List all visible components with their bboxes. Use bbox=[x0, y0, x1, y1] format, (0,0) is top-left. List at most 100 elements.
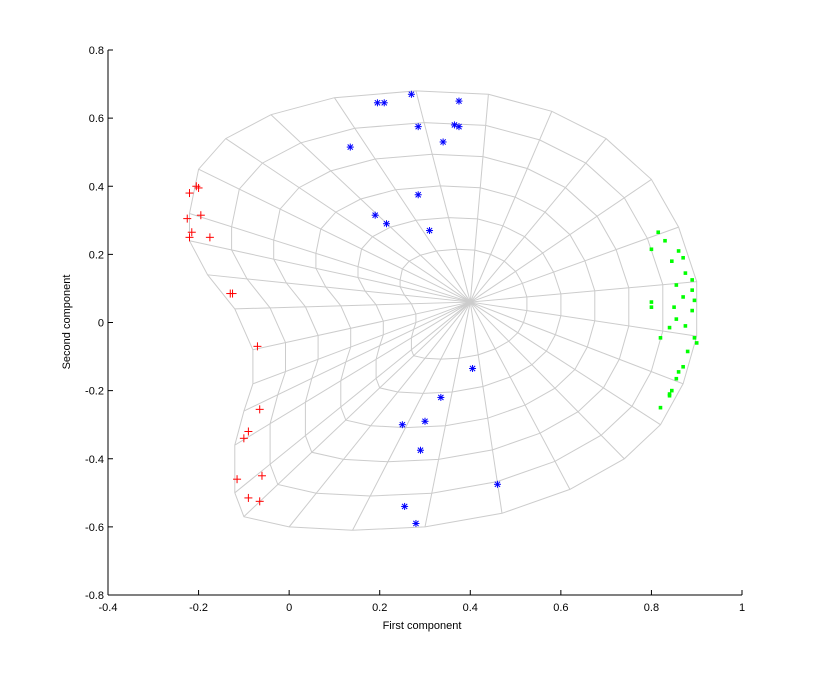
mesh-meridian bbox=[469, 301, 571, 490]
data-point bbox=[233, 475, 242, 484]
x-tick-label: 0.2 bbox=[372, 602, 387, 614]
data-point bbox=[658, 405, 663, 410]
data-point bbox=[244, 427, 253, 436]
data-point bbox=[676, 370, 681, 374]
data-point bbox=[239, 434, 248, 443]
mesh-meridian bbox=[270, 114, 471, 303]
mesh-meridian bbox=[470, 226, 679, 303]
data-point bbox=[690, 308, 694, 313]
data-point bbox=[667, 325, 672, 330]
mesh-meridian bbox=[252, 301, 471, 385]
x-tick-label: 0.4 bbox=[463, 602, 478, 614]
data-point bbox=[185, 189, 194, 198]
y-tick-label: 0 bbox=[98, 318, 104, 330]
mesh-meridian bbox=[469, 94, 489, 303]
data-point bbox=[205, 233, 214, 242]
data-point bbox=[255, 497, 264, 506]
y-tick-label: 0.4 bbox=[89, 181, 104, 193]
data-point bbox=[681, 364, 685, 369]
data-point bbox=[183, 214, 192, 223]
mesh-meridian bbox=[470, 179, 652, 303]
data-point bbox=[674, 283, 679, 287]
data-point bbox=[426, 227, 434, 235]
data-point bbox=[455, 123, 463, 131]
y-tick-label: -0.8 bbox=[85, 590, 104, 602]
mesh-meridian bbox=[225, 138, 471, 303]
mesh-contour bbox=[357, 217, 562, 394]
data-point bbox=[685, 349, 690, 354]
data-point bbox=[371, 211, 379, 219]
data-point bbox=[414, 123, 422, 131]
data-point bbox=[670, 259, 674, 263]
y-tick-label: 0.2 bbox=[89, 249, 104, 261]
mesh-meridian bbox=[198, 168, 471, 303]
data-point bbox=[194, 183, 203, 192]
data-point bbox=[421, 417, 429, 425]
y-tick-label: -0.4 bbox=[85, 454, 104, 466]
data-point bbox=[690, 278, 694, 282]
data-point bbox=[416, 446, 424, 454]
data-point bbox=[437, 393, 445, 401]
mesh-meridian bbox=[470, 281, 697, 303]
x-tick-label: 0 bbox=[286, 602, 292, 614]
mesh-meridian bbox=[469, 301, 503, 514]
mesh-contour bbox=[231, 122, 664, 497]
data-point bbox=[683, 324, 688, 328]
data-point bbox=[681, 255, 685, 260]
mesh-meridian bbox=[234, 301, 471, 310]
mesh-meridian bbox=[252, 301, 471, 351]
data-point bbox=[398, 421, 406, 429]
data-point bbox=[692, 336, 697, 340]
data-point bbox=[469, 364, 477, 372]
data-point bbox=[412, 519, 420, 527]
data-point bbox=[674, 317, 679, 321]
y-tick-label: -0.6 bbox=[85, 522, 104, 534]
mesh-meridian bbox=[470, 301, 697, 337]
mesh-meridian bbox=[189, 213, 471, 303]
data-point bbox=[667, 393, 672, 398]
axes: -0.4 -0.2 0 0.2 0.4 0.6 0.8 1 -0.8 -0.6 -0.4 -0.2 0 0… bbox=[85, 45, 745, 614]
data-point bbox=[683, 271, 688, 275]
data-point bbox=[674, 376, 679, 381]
data-point bbox=[692, 298, 697, 303]
surface-mesh bbox=[189, 90, 698, 531]
data-point bbox=[373, 99, 381, 107]
data-point bbox=[185, 233, 194, 242]
data-point bbox=[694, 341, 699, 345]
x-tick-label: 1 bbox=[739, 602, 745, 614]
data-point bbox=[255, 405, 264, 414]
data-point bbox=[672, 305, 676, 309]
data-point bbox=[196, 211, 205, 220]
data-point bbox=[401, 502, 409, 510]
data-point bbox=[690, 288, 694, 292]
mesh-meridian bbox=[243, 301, 471, 412]
x-tick-label: -0.4 bbox=[99, 602, 118, 614]
data-point bbox=[681, 295, 685, 299]
data-point bbox=[346, 143, 354, 151]
data-point bbox=[656, 230, 661, 235]
mesh-meridian bbox=[234, 301, 471, 494]
data-point bbox=[257, 471, 266, 480]
mesh-contour bbox=[273, 153, 630, 463]
y-tick-label: 0.6 bbox=[89, 113, 104, 125]
data-markers bbox=[183, 90, 699, 527]
data-point bbox=[187, 228, 196, 237]
data-point bbox=[407, 90, 415, 98]
mesh-meridian bbox=[469, 301, 625, 460]
data-point bbox=[649, 305, 654, 309]
mesh-contour bbox=[189, 90, 698, 531]
data-point bbox=[439, 138, 447, 146]
data-point bbox=[253, 342, 262, 351]
data-point bbox=[676, 249, 681, 253]
mesh-meridian bbox=[334, 97, 471, 303]
data-point bbox=[414, 191, 422, 199]
mesh-meridian bbox=[470, 301, 661, 426]
data-point bbox=[244, 493, 253, 502]
mesh-meridian bbox=[234, 301, 471, 446]
x-tick-label: 0.8 bbox=[644, 602, 659, 614]
data-point bbox=[228, 289, 237, 298]
y-tick-label: -0.2 bbox=[85, 386, 104, 398]
mesh-meridian bbox=[469, 111, 553, 303]
mesh-meridian bbox=[189, 240, 471, 303]
